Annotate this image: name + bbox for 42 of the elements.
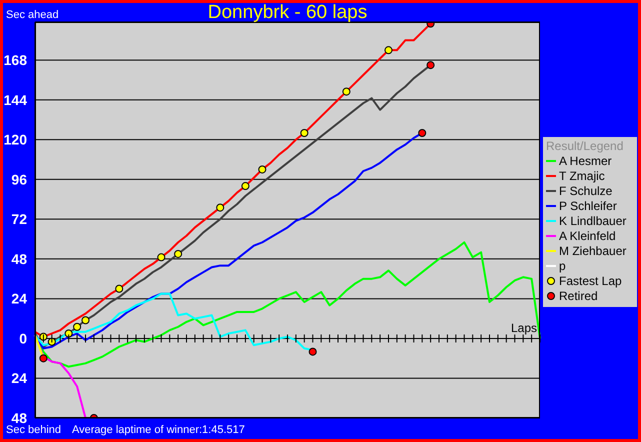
point [174,250,182,258]
y-tick-label: 168 [4,52,28,68]
y-tick-label: 0 [19,330,28,346]
y-tick-label: 48 [11,250,28,267]
point [308,348,317,356]
point [64,330,73,338]
legend-label: T Zmajic [559,168,605,182]
y-tick-label: 72 [11,211,28,228]
legend-label: A Kleinfeld [559,228,616,242]
point [39,354,48,362]
text: Sec behind [6,424,62,436]
legend-label: M Ziehbauer [559,244,626,258]
y-axis-title: Sec ahead [6,9,59,21]
chart-title: Donnybrk - 60 laps [208,2,368,23]
point [115,284,124,293]
y-tick-label: 144 [4,92,28,108]
legend-label: p [559,258,566,272]
point [216,204,224,212]
point [426,61,435,70]
y-tick-label: 24 [11,370,28,386]
legend-label: Fastest Lap [559,274,622,288]
text: Average laptime of winner:1:45.517 [72,424,245,436]
legend-label: K Lindlbauer [559,214,626,228]
y-tick-label: 120 [4,132,28,148]
point [157,253,166,262]
legend-label: F Schulze [559,184,612,198]
legend-title: Result/Legend [546,139,624,153]
point [241,182,250,190]
x-axis-title: Laps [510,321,537,336]
point [342,88,350,96]
point [258,165,266,174]
y-tick-label: 48 [11,410,28,426]
y-tick-label: 24 [11,290,28,307]
legend-label: P Schleifer [559,198,617,212]
point [73,322,82,331]
point [82,316,90,324]
y-tick-label: 96 [11,171,28,188]
point [300,129,308,138]
point [418,129,426,138]
legend-label: A Hesmer [559,154,612,168]
legend-label: Retired [559,288,598,302]
point [384,46,392,54]
